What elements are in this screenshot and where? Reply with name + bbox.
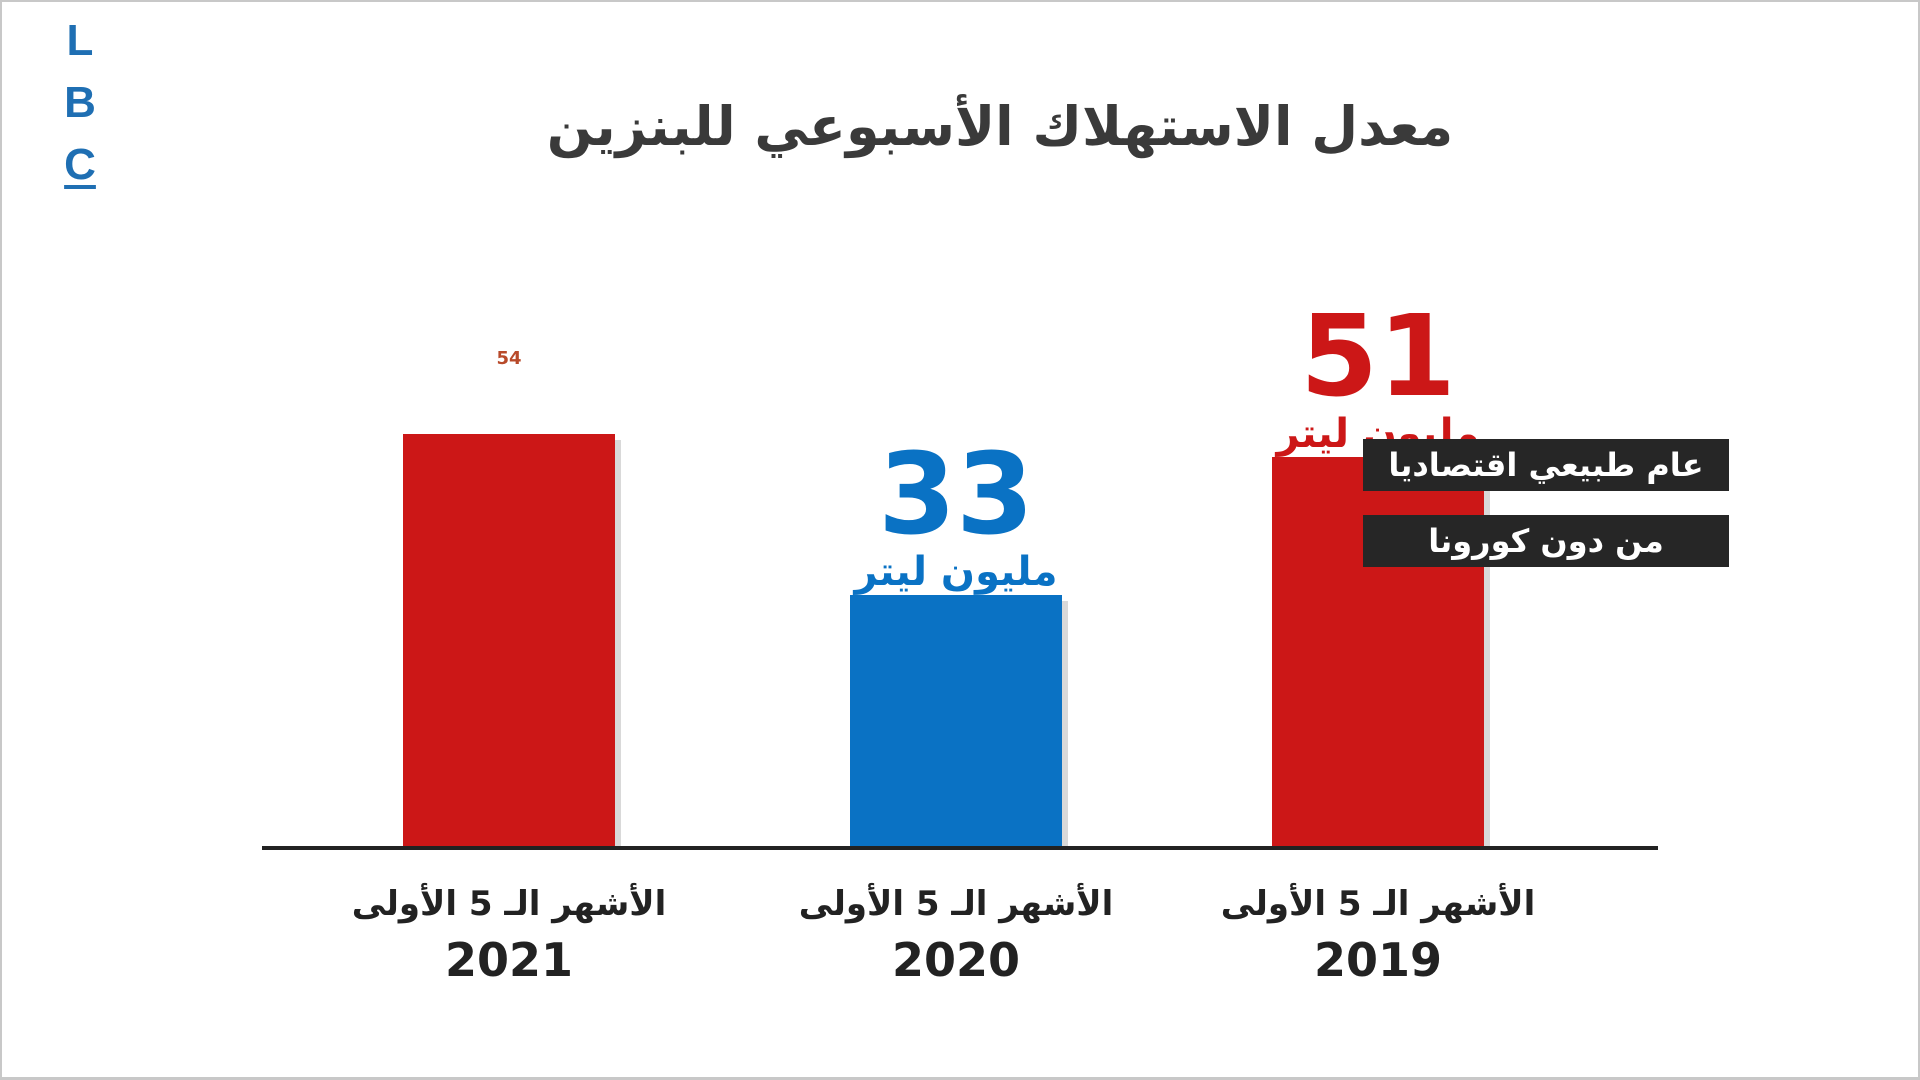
category-label-2021: الأشهر الـ 5 الأولى <box>352 882 667 924</box>
category-label-2020: الأشهر الـ 5 الأولى <box>799 882 1114 924</box>
category-year-2019: 2019 <box>1314 933 1442 987</box>
logo-letter: B <box>64 78 96 127</box>
value-label-2021: 54 <box>496 348 521 369</box>
category-year-2021: 2021 <box>445 933 573 987</box>
annotation-note-no-corona: من دون كورونا <box>1363 515 1729 567</box>
bar-2021 <box>403 434 615 848</box>
category-year-2020: 2020 <box>892 933 1020 987</box>
logo-letter: L <box>66 16 94 65</box>
chart-title: معدل الاستهلاك الأسبوعي للبنزين <box>546 95 1454 158</box>
annotation-note-normal-year: عام طبيعي اقتصاديا <box>1363 439 1729 491</box>
lbc-logo: L B C <box>50 10 110 196</box>
value-label-2019: 51 <box>1300 292 1456 422</box>
unit-label-2020: مليون ليتر <box>852 549 1057 595</box>
value-label-2020: 33 <box>878 430 1034 560</box>
bar-2020 <box>850 595 1062 848</box>
logo-letter: C <box>64 140 96 189</box>
category-label-2019: الأشهر الـ 5 الأولى <box>1221 882 1536 924</box>
